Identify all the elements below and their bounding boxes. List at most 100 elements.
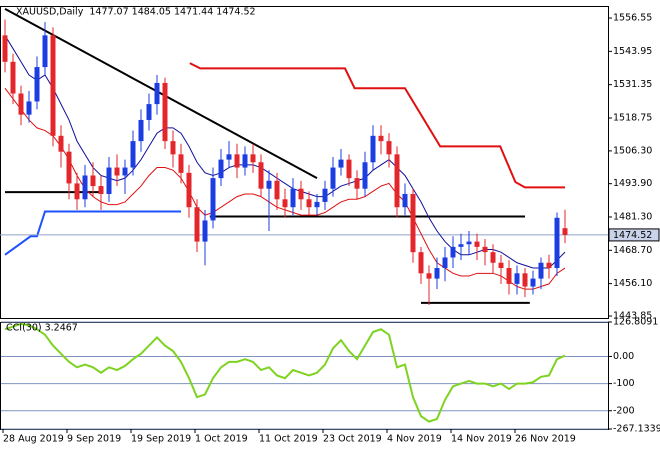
candle-body [242,154,248,168]
candle-body [410,193,416,253]
candle-body [298,188,304,200]
y-tick-label: 1556.55 [613,13,652,24]
y-tick-label: 1443.85 [613,311,652,322]
candle-body [498,262,504,269]
y-tick-label: -200 [613,405,635,416]
candle-body [530,278,536,287]
candle-body [434,268,440,279]
candle-body [554,217,560,269]
candle-body [194,207,200,242]
candle-body [106,167,112,194]
y-tick-label: -267.1339 [613,424,660,435]
candle-body [266,180,272,189]
candle-body [258,162,264,189]
drawn-line [4,8,318,180]
y-tick-label: 1456.10 [613,278,652,289]
x-tick-label: 11 Oct 2019 [259,434,318,445]
x-tick-label: 23 Oct 2019 [323,434,382,445]
candle-body [274,180,280,200]
candle-body [338,159,344,168]
candle-body [546,262,552,269]
candle-body [378,135,384,142]
current-price-box [608,228,660,242]
candle-body [282,199,288,208]
y-tick-label: 1493.90 [613,178,652,189]
candle-body [122,167,128,176]
candle-body [290,188,296,208]
candle-body [490,252,496,263]
candle-body [346,159,352,179]
candle-body [2,35,8,62]
chart-title: XAUUSD,Daily 1477.07 1484.05 1471.44 147… [16,7,256,18]
candle-body [154,82,160,105]
candle-body [178,154,184,173]
x-tick-label: 26 Nov 2019 [515,434,576,445]
candle-body [314,201,320,208]
x-tick-label: 28 Aug 2019 [3,434,64,445]
current-price-label: 1474.52 [613,230,652,241]
y-tick-label: 1468.70 [613,245,652,256]
candle-body [58,135,64,152]
indicator-line [4,35,566,269]
y-tick-label: 0.00 [613,351,634,362]
candle-body [26,101,32,115]
candle-body [202,220,208,242]
y-tick-label: 1506.30 [613,145,652,156]
candle-body [394,154,400,208]
candle-body [10,61,16,94]
x-tick-label: 4 Nov 2019 [387,434,442,445]
x-tick-label: 19 Sep 2019 [131,434,191,445]
candle-body [562,228,568,235]
y-tick-label: 1531.35 [613,79,652,90]
candle-body [506,268,512,284]
candle-body [218,159,224,179]
candle-body [90,175,96,187]
candle-body [370,135,376,163]
candle-body [306,199,312,208]
candle-body [66,151,72,184]
candle-body [138,119,144,142]
plot-frame [0,6,609,319]
candle-body [386,141,392,155]
candle-body [98,186,104,194]
y-tick-label: 1481.30 [613,211,652,222]
candle-body [418,252,424,274]
candle-body [466,241,472,245]
candle-body [34,67,40,102]
candle-body [18,93,24,115]
x-tick-label: 14 Nov 2019 [451,434,512,445]
candle-body [442,257,448,269]
candle-body [234,154,240,168]
candle-body [82,175,88,200]
drawn-line [4,210,181,256]
y-tick-label: 1543.95 [613,46,652,57]
candle-body [354,178,360,189]
candle-body [42,35,48,68]
candle-body [538,262,544,279]
candle-body [402,193,408,208]
candle-body [50,35,56,136]
candle-body [474,241,480,247]
candle-body [226,154,232,160]
candle-body [130,141,136,168]
candle-body [146,104,152,120]
y-tick-label: 126.8091 [613,317,658,328]
candle-body [458,244,464,247]
drawn-line [189,62,565,189]
chart-title: CCI(30) 3.2467 [6,323,78,334]
cci-line [4,322,566,423]
x-tick-label: 1 Oct 2019 [195,434,248,445]
candle-body [162,82,168,142]
candle-body [186,172,192,208]
plot-frame [0,322,609,430]
candle-body [522,273,528,287]
candle-body [114,167,120,176]
candle-body [362,162,368,189]
y-tick-label: -100 [613,378,635,389]
y-tick-label: 1518.75 [613,112,652,123]
candle-body [322,188,328,202]
candle-body [74,183,80,200]
candle-body [250,154,256,163]
candle-body [330,167,336,189]
